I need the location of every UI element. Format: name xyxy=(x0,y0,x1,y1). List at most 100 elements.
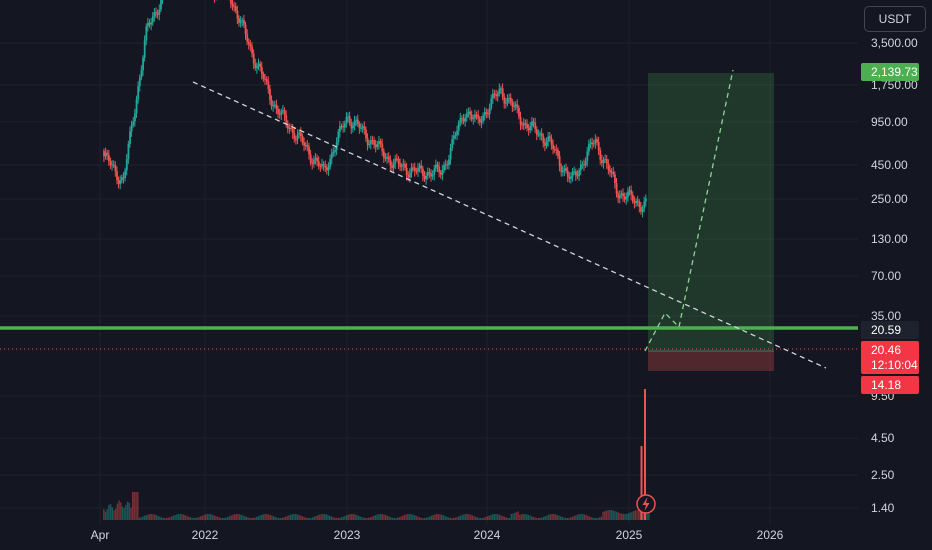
candle[interactable] xyxy=(135,99,138,114)
candle[interactable] xyxy=(602,160,605,164)
candle[interactable] xyxy=(277,108,280,114)
candle[interactable] xyxy=(426,172,429,176)
projection-path[interactable] xyxy=(644,69,734,352)
candle[interactable] xyxy=(366,138,369,145)
candle[interactable] xyxy=(352,125,354,129)
candle[interactable] xyxy=(444,164,447,166)
candle[interactable] xyxy=(625,197,628,200)
candle[interactable] xyxy=(628,190,631,192)
candle[interactable] xyxy=(535,129,538,135)
candle[interactable] xyxy=(638,201,641,208)
candle[interactable] xyxy=(631,194,634,202)
candle[interactable] xyxy=(604,159,607,161)
candle[interactable] xyxy=(425,175,428,180)
candle[interactable] xyxy=(518,107,520,117)
candle[interactable] xyxy=(360,127,363,129)
candle[interactable] xyxy=(524,123,527,125)
candle[interactable] xyxy=(270,99,273,107)
candle[interactable] xyxy=(282,110,284,112)
candle[interactable] xyxy=(505,102,507,104)
candle[interactable] xyxy=(418,165,421,168)
candle[interactable] xyxy=(327,166,330,171)
candle[interactable] xyxy=(601,159,603,164)
candle[interactable] xyxy=(550,138,553,145)
candle[interactable] xyxy=(589,142,592,144)
candle[interactable] xyxy=(104,152,107,157)
candle[interactable] xyxy=(513,106,515,108)
candle[interactable] xyxy=(454,135,457,137)
candle[interactable] xyxy=(340,126,343,128)
candle[interactable] xyxy=(275,104,278,109)
candle[interactable] xyxy=(339,126,341,132)
candle[interactable] xyxy=(640,207,642,212)
candle[interactable] xyxy=(506,98,509,103)
candle[interactable] xyxy=(552,144,555,150)
candle[interactable] xyxy=(140,70,143,78)
candle[interactable] xyxy=(244,24,247,35)
candle[interactable] xyxy=(239,21,242,23)
candle[interactable] xyxy=(514,104,517,107)
candle[interactable] xyxy=(461,118,463,120)
candle[interactable] xyxy=(322,164,325,166)
candle[interactable] xyxy=(400,165,403,167)
candle[interactable] xyxy=(111,164,114,166)
candle[interactable] xyxy=(641,208,644,212)
candle[interactable] xyxy=(309,154,312,163)
candle[interactable] xyxy=(412,167,415,169)
candle[interactable] xyxy=(623,196,626,200)
candle[interactable] xyxy=(521,124,524,126)
candle[interactable] xyxy=(586,151,589,162)
candle[interactable] xyxy=(452,135,455,140)
candle[interactable] xyxy=(293,133,296,140)
candle[interactable] xyxy=(438,166,441,173)
candle[interactable] xyxy=(324,165,327,168)
candle[interactable] xyxy=(142,57,144,71)
candle[interactable] xyxy=(531,121,533,126)
candle[interactable] xyxy=(578,170,581,176)
candle[interactable] xyxy=(143,40,146,58)
candle[interactable] xyxy=(246,34,249,42)
candle[interactable] xyxy=(251,46,253,54)
candle[interactable] xyxy=(592,143,595,145)
candle[interactable] xyxy=(257,63,260,66)
candle[interactable] xyxy=(155,12,157,14)
candle[interactable] xyxy=(464,117,467,122)
candle[interactable] xyxy=(119,180,122,184)
candle[interactable] xyxy=(306,145,309,147)
candle[interactable] xyxy=(267,81,270,89)
candle[interactable] xyxy=(311,162,314,164)
candle[interactable] xyxy=(483,112,486,116)
candle[interactable] xyxy=(501,88,504,97)
candle[interactable] xyxy=(356,119,359,124)
candle[interactable] xyxy=(487,113,489,115)
candle[interactable] xyxy=(347,116,350,118)
candle[interactable] xyxy=(343,123,346,128)
candle[interactable] xyxy=(459,118,462,123)
currency-button[interactable]: USDT xyxy=(864,6,926,32)
candle[interactable] xyxy=(158,9,161,15)
candle[interactable] xyxy=(402,163,405,166)
candle[interactable] xyxy=(566,170,569,177)
candle[interactable] xyxy=(286,123,289,129)
candle[interactable] xyxy=(490,98,493,108)
candle[interactable] xyxy=(254,63,257,69)
candle[interactable] xyxy=(405,167,408,175)
candle[interactable] xyxy=(627,191,629,198)
candle[interactable] xyxy=(304,145,307,147)
candle[interactable] xyxy=(321,164,323,167)
candle[interactable] xyxy=(117,180,120,184)
candle[interactable] xyxy=(568,176,571,179)
candle[interactable] xyxy=(399,163,402,167)
candle[interactable] xyxy=(451,139,454,149)
candle[interactable] xyxy=(443,164,446,171)
candle[interactable] xyxy=(495,94,498,97)
candle[interactable] xyxy=(313,159,315,164)
candle[interactable] xyxy=(394,158,397,164)
candle[interactable] xyxy=(456,130,459,136)
candle[interactable] xyxy=(353,120,356,126)
candle[interactable] xyxy=(420,165,423,169)
candle[interactable] xyxy=(387,156,390,160)
candle[interactable] xyxy=(470,115,473,120)
candle[interactable] xyxy=(300,132,302,137)
